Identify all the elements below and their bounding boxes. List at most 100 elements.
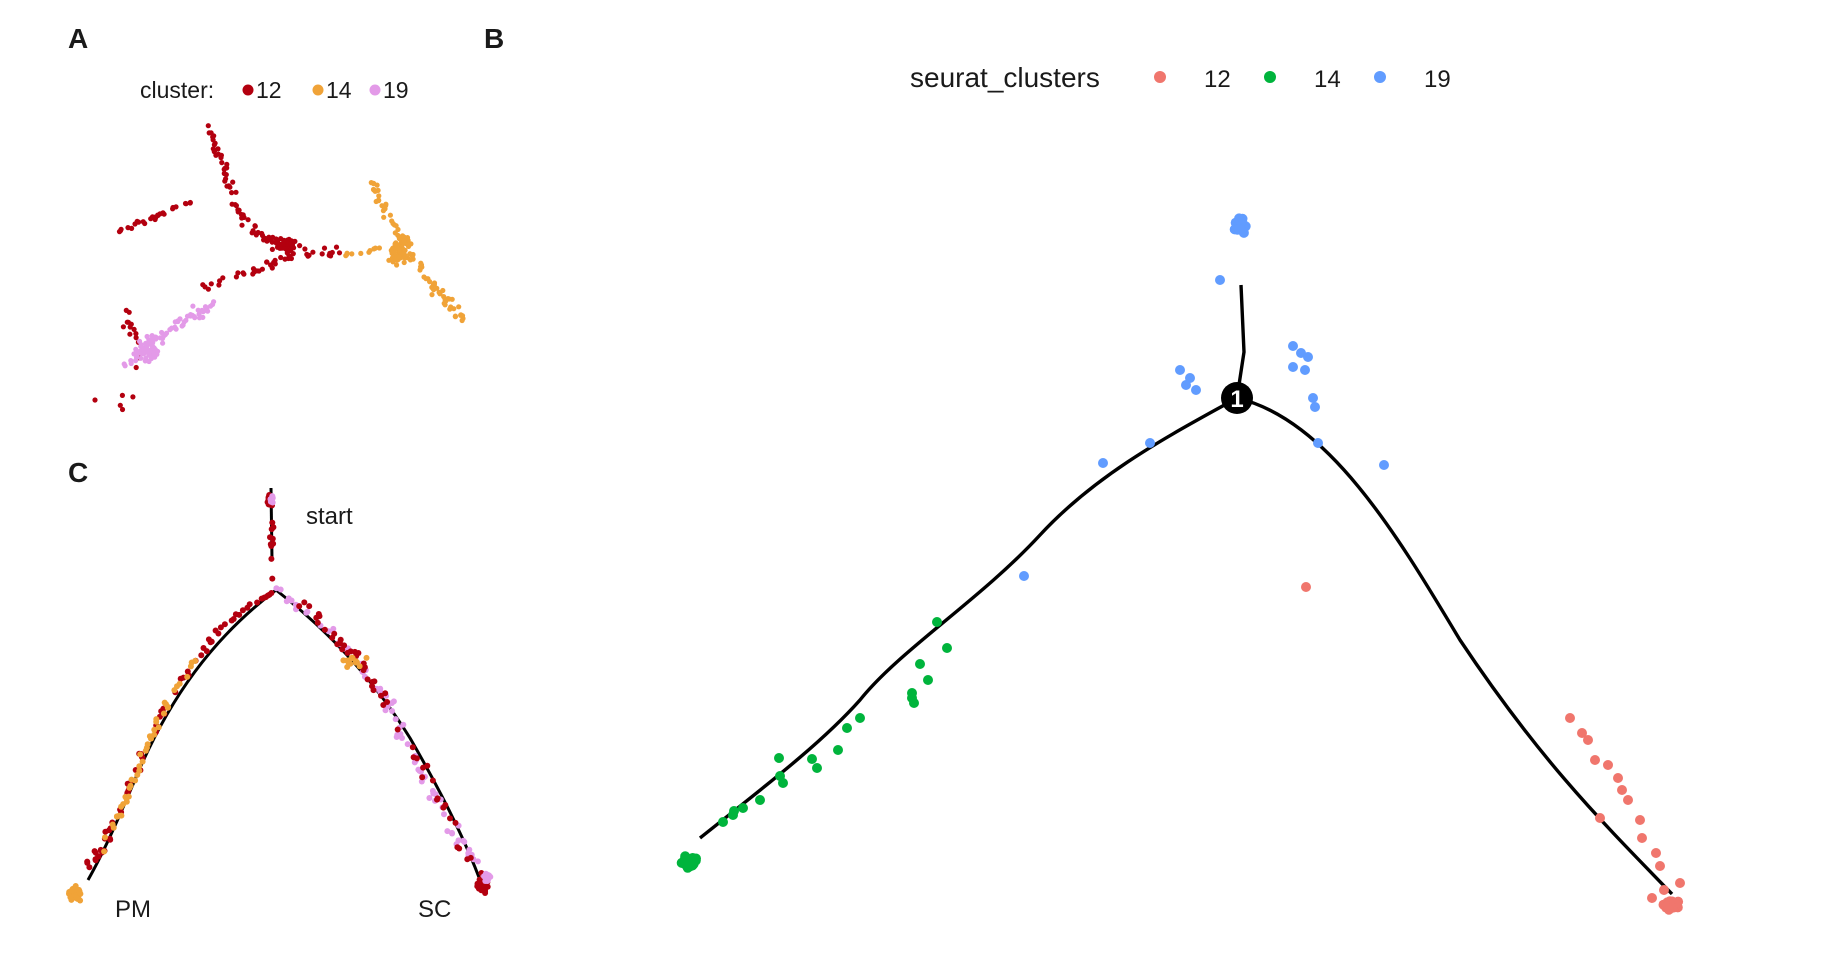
panel-c-point xyxy=(254,599,261,606)
panel-a-point xyxy=(221,166,227,172)
panel-a-point xyxy=(392,230,398,236)
panel-a-point xyxy=(131,326,137,332)
panel-a-point xyxy=(423,276,429,282)
panel-a-point xyxy=(381,214,387,220)
panel-a-point xyxy=(290,251,296,257)
panel-a-point xyxy=(233,274,239,280)
panel-a-point xyxy=(371,187,377,193)
panel-a-point xyxy=(366,249,372,255)
panel-c-point xyxy=(334,641,341,648)
panel-c-point xyxy=(353,659,360,666)
panel-c-points xyxy=(66,492,494,904)
panel-c-point xyxy=(351,648,358,655)
panel-a-point xyxy=(141,346,147,353)
panel-a-point xyxy=(239,215,245,221)
panel-a-point xyxy=(144,333,150,340)
panel-a-point xyxy=(148,216,154,222)
panel-c-point xyxy=(448,829,455,836)
panel-c-point xyxy=(160,710,167,717)
panel-b-point xyxy=(1379,460,1389,470)
panel-a-point xyxy=(402,247,408,253)
panel-b-label: B xyxy=(484,23,504,54)
panel-c-point xyxy=(484,883,491,890)
panel-a-point xyxy=(129,225,135,231)
panel-b-point xyxy=(1301,582,1311,592)
panel-a-point xyxy=(452,313,458,319)
panel-a-point xyxy=(122,363,128,369)
panel-b-point xyxy=(778,778,788,788)
panel-a-point xyxy=(319,251,325,257)
panel-a-point xyxy=(229,190,235,196)
panel-b-point xyxy=(1663,904,1674,915)
panel-c-point xyxy=(330,625,337,632)
panel-c-point xyxy=(268,555,275,562)
panel-a-point xyxy=(321,245,328,251)
panel-a-point xyxy=(220,275,226,281)
panel-c-point xyxy=(461,838,468,845)
panel-c-point xyxy=(369,678,376,685)
panel-a-point xyxy=(287,254,293,260)
panel-c-point xyxy=(203,648,210,655)
panel-c-point xyxy=(441,811,447,818)
panel-c-point xyxy=(447,815,453,822)
panel-a-point xyxy=(218,155,224,161)
panel-a-point xyxy=(327,250,333,256)
panel-b-point xyxy=(1191,385,1201,395)
panel-b-point xyxy=(718,817,728,827)
panel-a-point xyxy=(239,222,245,228)
panel-a-point xyxy=(245,217,251,223)
panel-a-point xyxy=(128,360,134,367)
panel-a-point xyxy=(404,235,411,241)
panel-a-legend-key-14 xyxy=(312,84,324,96)
panel-a-point xyxy=(382,206,388,212)
panel-c-point xyxy=(426,795,433,801)
panel-c-point xyxy=(434,796,440,803)
panel-b-point xyxy=(1565,713,1575,723)
panel-c-point xyxy=(394,726,401,733)
panel-b-point xyxy=(1659,885,1669,895)
panel-b-legend-label-19: 19 xyxy=(1424,66,1451,93)
panel-a-point xyxy=(376,193,382,199)
panel-c-start-label: start xyxy=(306,503,353,530)
panel-c-point xyxy=(74,895,81,902)
panel-c-point xyxy=(270,524,277,531)
panel-a-point xyxy=(183,201,189,207)
panel-c-point xyxy=(429,777,436,784)
panel-a-point xyxy=(305,253,311,259)
panel-a-point xyxy=(208,130,214,136)
panel-b-point xyxy=(1675,878,1685,888)
panel-b-point xyxy=(729,806,739,816)
panel-a-point xyxy=(224,161,230,167)
panel-c-point xyxy=(466,846,473,853)
panel-b-legend-key-14 xyxy=(1264,71,1276,83)
panel-a-point xyxy=(241,271,247,277)
panel-a-point xyxy=(250,271,256,277)
panel-a-point xyxy=(458,312,464,318)
panel-a-point xyxy=(291,245,297,251)
panel-c-point xyxy=(267,541,274,548)
panel-c-point xyxy=(269,535,276,542)
panel-a-point xyxy=(140,219,146,225)
panel-c-point xyxy=(413,755,420,762)
panel-b-point xyxy=(1288,362,1298,372)
panel-a-legend: 12 14 19 xyxy=(242,77,409,103)
panel-a-point xyxy=(92,397,98,403)
panel-c-point xyxy=(266,591,273,598)
panel-c-point xyxy=(72,883,79,889)
panel-a-point xyxy=(284,250,290,256)
panel-c-point xyxy=(404,741,411,748)
panel-c-point xyxy=(269,575,276,582)
panel-a-point xyxy=(147,338,153,344)
panel-a-point xyxy=(272,257,278,263)
panel-a-point xyxy=(418,262,425,268)
panel-a-point xyxy=(288,241,294,247)
panel-c-point xyxy=(101,848,108,855)
panel-a-point xyxy=(229,201,235,207)
panel-a-point xyxy=(210,146,216,152)
panel-a-point xyxy=(302,246,308,252)
panel-a-point xyxy=(401,238,407,244)
panel-a-point xyxy=(333,244,340,250)
panel-c-point xyxy=(142,747,149,754)
panel-a-point xyxy=(269,239,275,245)
